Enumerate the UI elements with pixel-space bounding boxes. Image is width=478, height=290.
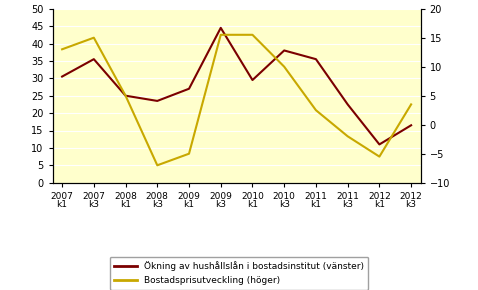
Legend: Ökning av hushållslån i bostadsinstitut (vänster), Bostadsprisutveckling (höger): Ökning av hushållslån i bostadsinstitut … — [109, 257, 369, 290]
